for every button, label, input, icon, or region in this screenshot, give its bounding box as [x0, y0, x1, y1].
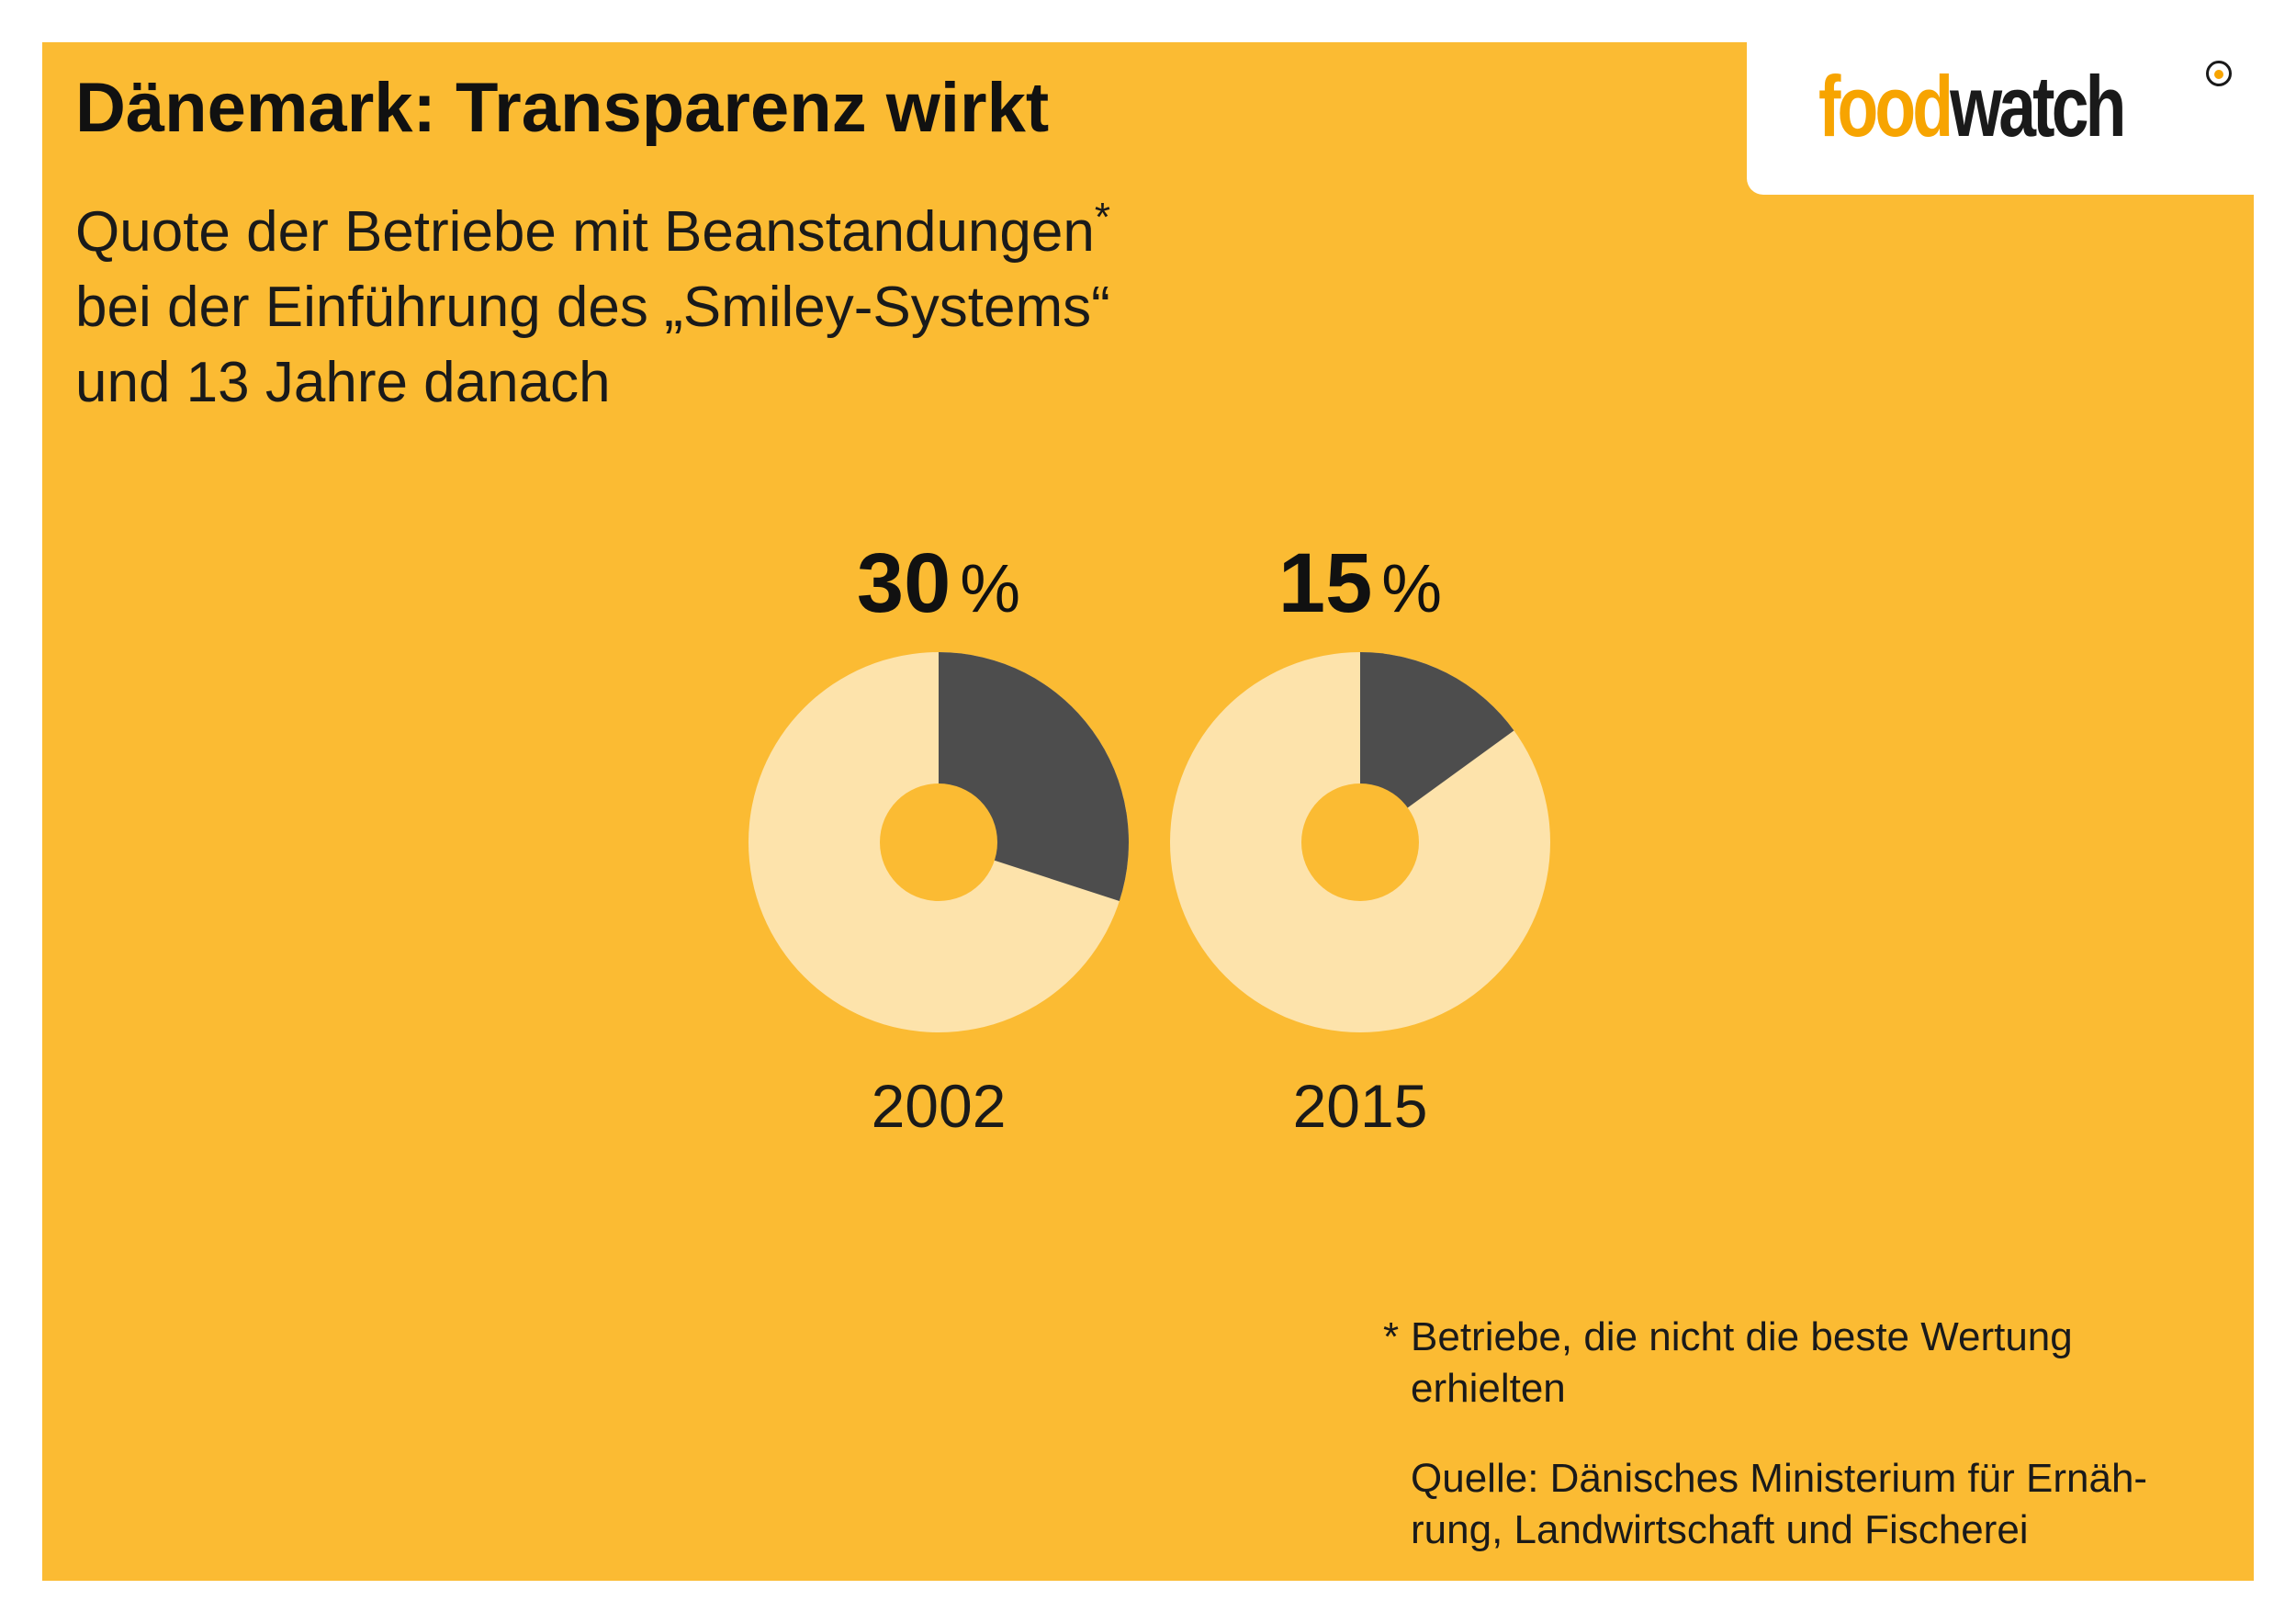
source-line-2: rung, Landwirtschaft und Fischerei: [1411, 1507, 2029, 1552]
year-label-2002: 2002: [872, 1072, 1007, 1140]
subtitle-line-2: bei der Einführung des „Smiley-Systems“: [75, 276, 1110, 339]
source-line-1: Quelle: Dänisches Ministerium für Ernäh-: [1411, 1456, 2148, 1501]
footnote: * Betriebe, die nicht die beste Wertung …: [1383, 1312, 2246, 1414]
donut-slice-2015: [1360, 652, 1514, 842]
subtitle-line-3: und 13 Jahre danach: [75, 351, 611, 414]
subtitle: Quote der Betriebe mit Beanstandungen* b…: [75, 180, 1361, 421]
footnote-line-1: Betriebe, die nicht die beste Wertung: [1411, 1314, 2073, 1359]
donut-hole-2002: [880, 783, 997, 901]
value-label-2015: 15%: [1278, 536, 1442, 630]
value-label-2002: 30%: [857, 536, 1020, 630]
value-number-2002: 30: [857, 536, 951, 630]
infographic-panel: foodwatch Dänemark: Transparenz wirkt Qu…: [42, 42, 2254, 1581]
page-title: Dänemark: Transparenz wirkt: [75, 69, 1050, 147]
logo-mark-icon: [2206, 61, 2232, 86]
subtitle-line-1: Quote der Betriebe mit Beanstandungen*: [75, 180, 1361, 270]
footnote-marker: *: [1383, 1314, 1400, 1359]
logo-box: foodwatch: [1747, 42, 2254, 195]
foodwatch-logo: foodwatch: [1818, 55, 2126, 159]
donut-hole-2015: [1301, 783, 1419, 901]
year-label-2015: 2015: [1293, 1072, 1428, 1140]
footnote-line-2: erhielten: [1411, 1366, 1566, 1411]
logo-text-food: food: [1818, 58, 1953, 154]
value-number-2015: 15: [1278, 536, 1372, 630]
donut-chart: 30 % 2002 15 % 2015: [748, 536, 1550, 1140]
subtitle-line-1-text: Quote der Betriebe mit Beanstandungen: [75, 200, 1095, 264]
subtitle-footnote-marker: *: [1094, 195, 1110, 240]
logo-text-watch: watch: [1950, 58, 2126, 154]
footnote-text: Betriebe, die nicht die beste Wertung er…: [1411, 1312, 2200, 1414]
source-note: Quelle: Dänisches Ministerium für Ernäh-…: [1411, 1453, 2237, 1556]
value-unit-2002: %: [960, 550, 1020, 626]
footnote-row: * Betriebe, die nicht die beste Wertung …: [1383, 1312, 2246, 1414]
value-unit-2015: %: [1381, 550, 1442, 626]
